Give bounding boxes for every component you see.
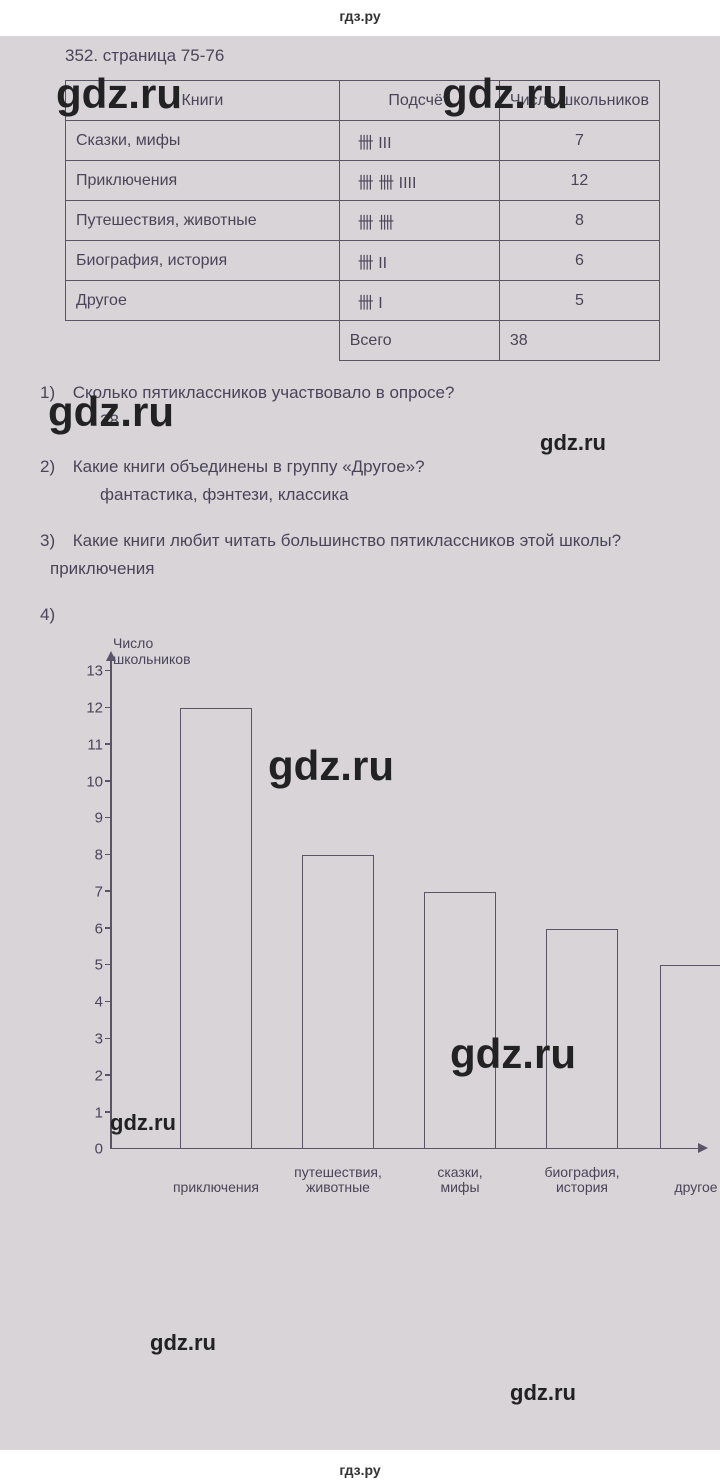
y-axis (110, 655, 112, 1149)
y-tick-label: 9 (75, 810, 103, 827)
cell-count: 8 (499, 201, 659, 241)
y-tick-label: 4 (75, 994, 103, 1011)
cell-book: Биография, история (66, 241, 340, 281)
cell-tally: 卌 I (339, 281, 499, 321)
x-tick-label: приключения (160, 1180, 272, 1195)
page-content: 352. страница 75-76 Книги Подсчёт Число … (0, 46, 720, 1219)
y-tick (105, 1038, 110, 1040)
question-3: 3) Какие книги любит читать большинство … (40, 527, 680, 583)
cell-tally: 卌 II (339, 241, 499, 281)
total-row: Всего 38 (66, 321, 660, 361)
cell-tally: 卌 III (339, 121, 499, 161)
y-tick (105, 854, 110, 856)
cell-book: Путешествия, животные (66, 201, 340, 241)
q3-answer: приключения (50, 559, 154, 578)
table-row: Путешествия, животные卌 卌8 (66, 201, 660, 241)
y-tick (105, 707, 110, 709)
x-tick-label: сказки,мифы (404, 1165, 516, 1196)
cell-book: Приключения (66, 161, 340, 201)
q1-num: 1) (40, 379, 68, 407)
table-header-row: Книги Подсчёт Число школьников (66, 81, 660, 121)
bar (302, 855, 374, 1149)
y-tick-label: 7 (75, 883, 103, 900)
cell-count: 6 (499, 241, 659, 281)
q3-text: Какие книги любит читать большинство пят… (73, 531, 621, 550)
question-1: 1) Сколько пятиклассников участвовало в … (40, 379, 680, 435)
cell-count: 7 (499, 121, 659, 161)
total-value: 38 (499, 321, 659, 361)
y-tick (105, 1074, 110, 1076)
cell-count: 12 (499, 161, 659, 201)
bar (546, 929, 618, 1150)
col-tally: Подсчёт (339, 81, 499, 121)
total-label: Всего (339, 321, 499, 361)
y-tick-label: 10 (75, 773, 103, 790)
y-tick-label: 0 (75, 1141, 103, 1158)
y-tick-label: 8 (75, 847, 103, 864)
question-2: 2) Какие книги объединены в группу «Друг… (40, 453, 680, 509)
y-tick (105, 670, 110, 672)
y-tick-label: 5 (75, 957, 103, 974)
site-footer: гдз.ру (0, 1450, 720, 1484)
question-4: 4) (40, 601, 680, 629)
y-tick (105, 817, 110, 819)
cell-book: Другое (66, 281, 340, 321)
site-header: гдз.ру (0, 0, 720, 36)
q1-text: Сколько пятиклассников участвовало в опр… (73, 383, 455, 402)
bar (660, 965, 720, 1149)
cell-count: 5 (499, 281, 659, 321)
y-tick (105, 743, 110, 745)
y-tick (105, 1001, 110, 1003)
y-tick-label: 1 (75, 1104, 103, 1121)
y-tick-label: 2 (75, 1067, 103, 1084)
q2-num: 2) (40, 453, 68, 481)
bar-chart: Числошкольников 012345678910111213приклю… (65, 639, 705, 1199)
x-tick-label: путешествия,животные (282, 1165, 394, 1196)
books-table: Книги Подсчёт Число школьников Сказки, м… (65, 80, 660, 361)
y-axis-arrow (106, 651, 116, 661)
col-books: Книги (66, 81, 340, 121)
y-tick (105, 927, 110, 929)
y-tick (105, 964, 110, 966)
q1-answer: 38 (100, 407, 680, 435)
x-tick-label: другое (640, 1180, 720, 1195)
table-row: Другое卌 I5 (66, 281, 660, 321)
q4-num: 4) (40, 601, 68, 629)
cell-tally: 卌 卌 (339, 201, 499, 241)
q2-answer: фантастика, фэнтези, классика (100, 481, 680, 509)
table-row: Приключения卌 卌 IIII12 (66, 161, 660, 201)
x-tick-label: биография,история (526, 1165, 638, 1196)
col-count: Число школьников (499, 81, 659, 121)
y-axis-title: Числошкольников (113, 635, 191, 667)
y-tick-label: 3 (75, 1031, 103, 1048)
bar (424, 892, 496, 1149)
watermark: gdz.ru (150, 1330, 216, 1356)
q3-num: 3) (40, 527, 68, 555)
table-row: Сказки, мифы卌 III7 (66, 121, 660, 161)
q2-text: Какие книги объединены в группу «Другое»… (73, 457, 425, 476)
y-tick (105, 1111, 110, 1113)
y-tick-label: 12 (75, 700, 103, 717)
exercise-title: 352. страница 75-76 (65, 46, 680, 66)
cell-book: Сказки, мифы (66, 121, 340, 161)
y-tick-label: 13 (75, 663, 103, 680)
y-tick-label: 11 (75, 736, 103, 753)
watermark: gdz.ru (510, 1380, 576, 1406)
table-row: Биография, история卌 II6 (66, 241, 660, 281)
y-tick (105, 890, 110, 892)
y-tick-label: 6 (75, 920, 103, 937)
bar (180, 708, 252, 1149)
y-tick (105, 780, 110, 782)
cell-tally: 卌 卌 IIII (339, 161, 499, 201)
